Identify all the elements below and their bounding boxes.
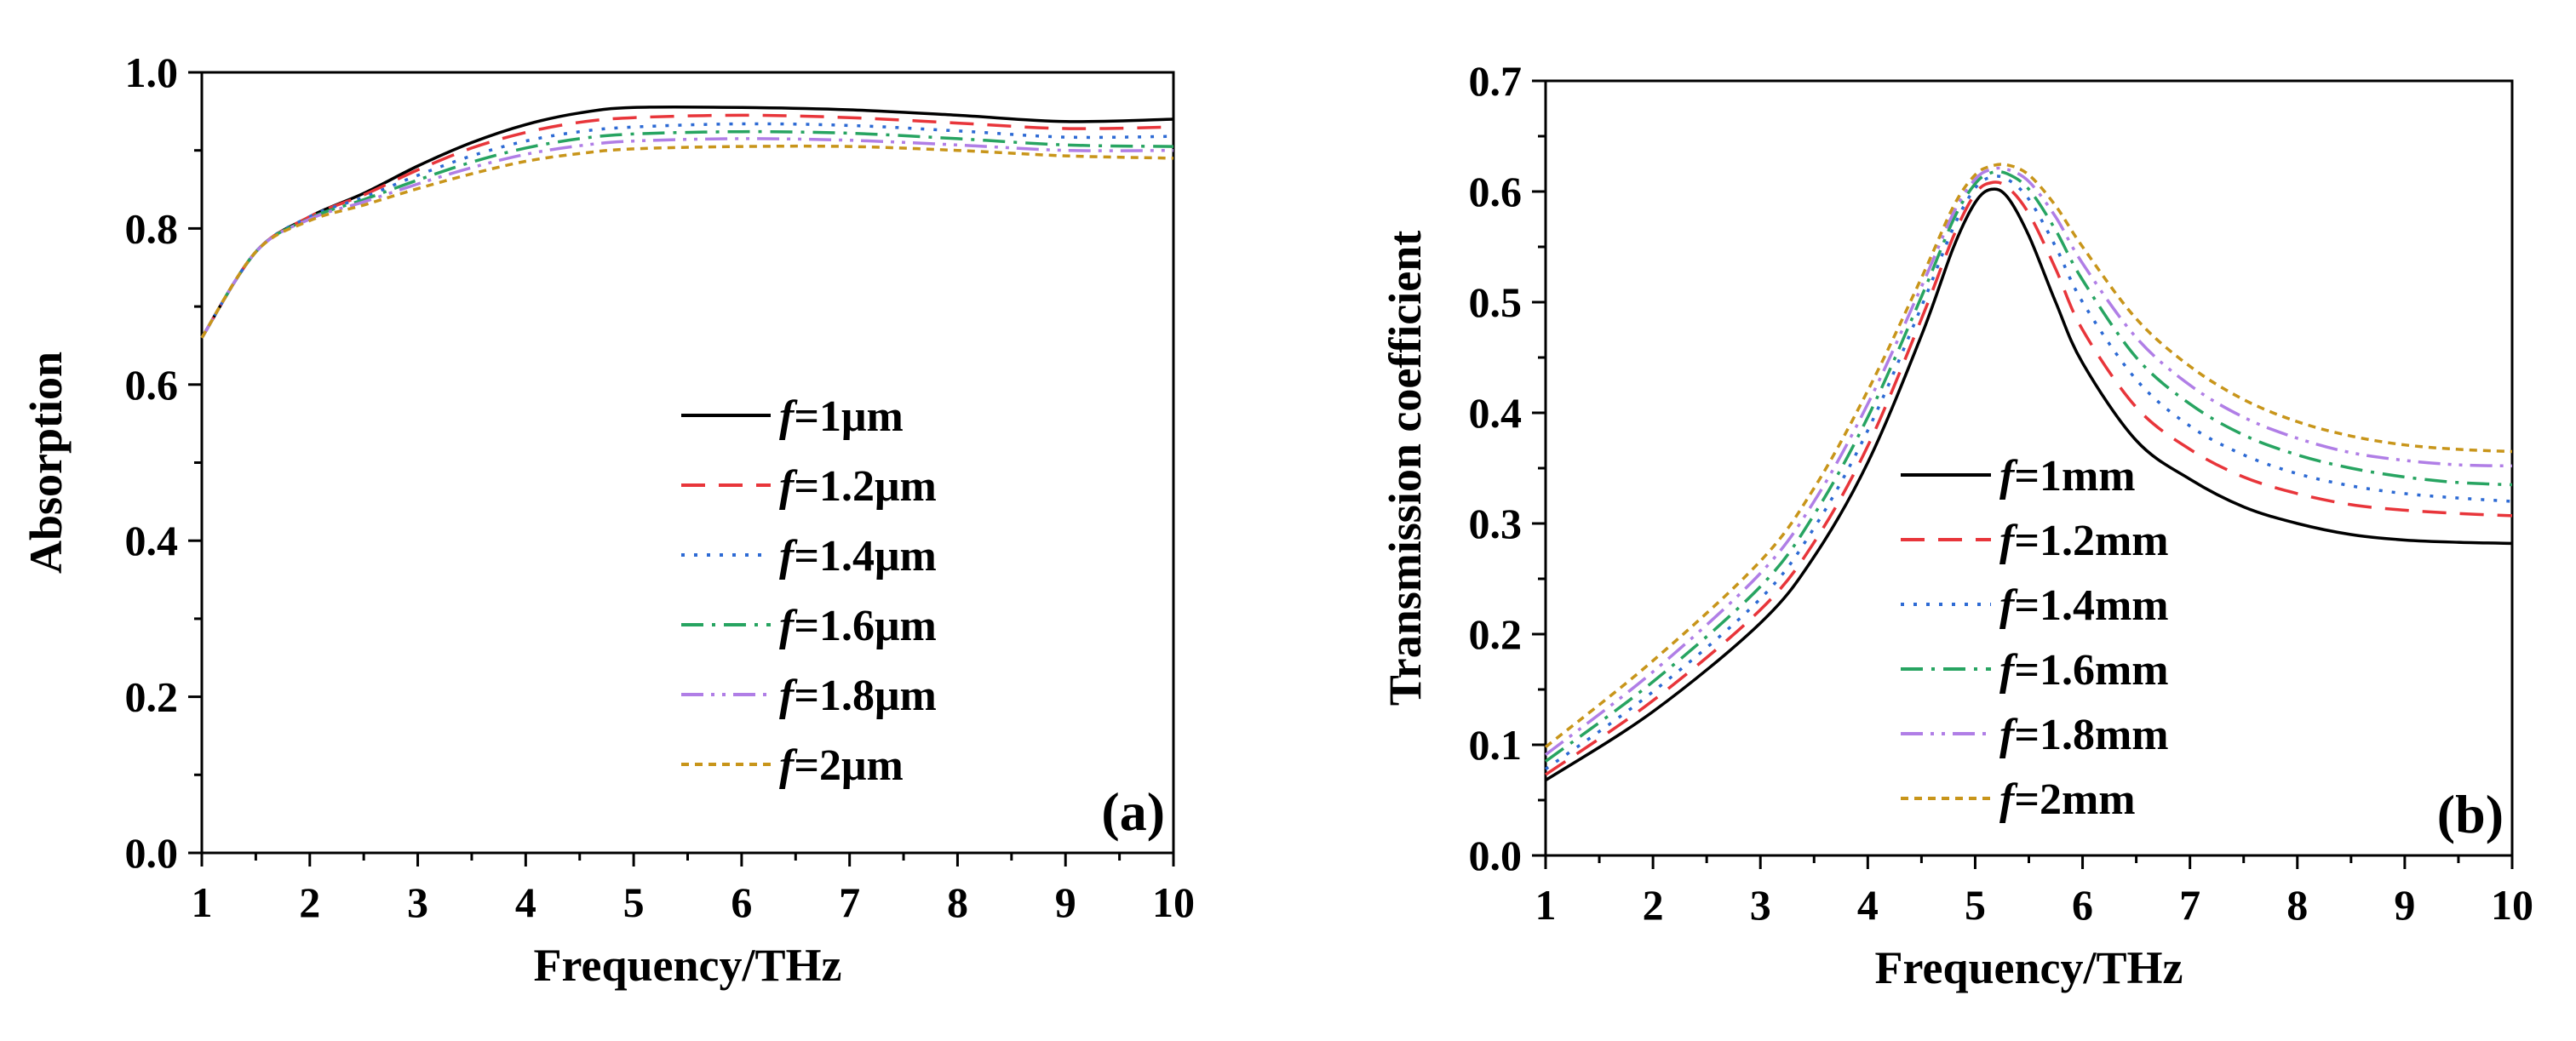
panel-b-y-axis-title: Transmission coefficient [1380,231,1431,706]
panel-a-series-line-1 [200,105,1174,339]
legend-symbol: f [779,672,798,720]
panel-b-xtick-label: 1 [1535,881,1557,929]
panel-a-series-line-3 [200,122,1174,339]
panel-b-ytick-label: 0.7 [1469,57,1523,105]
legend-value: =2mm [2014,775,2135,824]
panel-b-xtick-label: 10 [2491,881,2533,929]
panel-a-ytick-label: 0.6 [125,361,179,409]
panel-b-ytick-label: 0.1 [1469,721,1523,769]
panel-b-ytick-label: 0.0 [1469,832,1523,879]
legend-value: =1.4μm [794,532,936,581]
panel-a-series-line-5 [200,137,1174,339]
legend-symbol: f [779,741,798,790]
chart-panel-b: 1 2 3 4 5 6 7 8 9 10 0.0 0.1 0.2 0.3 0.4 0.5 0.6 0.7 Frequ… [1380,57,2533,993]
panel-b-series-line-1 [1545,187,2513,782]
panel-a-ytick-label: 0.2 [125,673,179,721]
panel-a-legend-label-2: f=1.2μm [779,462,937,511]
panel-b-ytick-label: 0.2 [1469,610,1523,658]
panel-b-xtick-label: 8 [2286,881,2308,929]
panel-a-legend-label-1: f=1μm [779,392,904,441]
legend-value: =1μm [794,392,903,441]
panel-a-legend-label-6: f=2μm [779,741,904,790]
legend-value: =1.6mm [2014,646,2168,695]
legend-value: =1.4mm [2014,581,2168,630]
panel-a-xtick-label: 3 [407,878,428,926]
panel-a-y-axis-title: Absorption [20,352,72,574]
panel-a-panel-label: (a) [1101,781,1165,842]
panel-a-legend-label-5: f=1.8μm [779,672,937,720]
panel-a-xtick-label: 6 [731,878,752,926]
panel-b-series-line-4 [1544,169,2513,763]
panel-b-panel-label: (b) [2437,784,2504,844]
panel-a-plot-frame [200,71,1175,855]
panel-a-xtick-label: 4 [515,878,536,926]
panel-b-series-line-5 [1544,166,2513,757]
panel-b-legend-label-2: f=1.2mm [1999,517,2169,565]
panel-a-legend-label-4: f=1.6μm [779,602,937,650]
panel-b-legend-label-5: f=1.8mm [1999,711,2169,759]
panel-a-ytick-label: 0.4 [125,517,179,564]
panel-b-legend-label-3: f=1.4mm [1999,581,2169,630]
panel-b-legend-label-1: f=1mm [1999,452,2136,500]
panel-b-xtick-label: 3 [1750,881,1771,929]
panel-a-series-line-6 [200,144,1174,339]
panel-b-series-line-6 [1544,163,2513,748]
panel-a-legend-label-3: f=1.4μm [779,532,937,581]
legend-symbol: f [1999,775,2018,824]
panel-a-xtick-label: 9 [1055,878,1076,926]
panel-b-ytick-label: 0.3 [1469,500,1523,547]
panel-a-x-axis-title: Frequency/THz [534,940,842,991]
panel-a-xtick-label: 2 [299,878,320,926]
panel-b-legend-label-6: f=2mm [1999,775,2136,824]
legend-value: =1mm [2014,452,2135,500]
panel-a-xtick-label: 1 [192,878,213,926]
legend-symbol: f [779,462,798,511]
legend-value: =2μm [794,741,903,790]
panel-a-xtick-label: 8 [947,878,968,926]
legend-symbol: f [1999,581,2018,630]
panel-b-series-line-3 [1544,174,2513,771]
panel-b-xtick-label: 9 [2394,881,2415,929]
legend-symbol: f [1999,517,2018,565]
panel-a-xtick-label: 5 [623,878,645,926]
panel-b-xtick-label: 2 [1643,881,1664,929]
legend-value: =1.2mm [2014,517,2168,565]
panel-b-xtick-label: 7 [2179,881,2200,929]
legend-symbol: f [1999,452,2018,500]
panel-b-xtick-label: 5 [1965,881,1986,929]
panel-b-xtick-label: 4 [1857,881,1879,929]
panel-a-series-line-2 [200,113,1174,339]
panel-a-ytick-label: 0.0 [125,829,179,877]
panel-b-xtick-label: 6 [2072,881,2093,929]
legend-symbol: f [1999,646,2018,695]
panel-b-ytick-label: 0.4 [1469,389,1523,437]
panel-a-series-line-4 [200,129,1174,339]
legend-value: =1.8mm [2014,711,2168,759]
chart-panel-a: 1 2 3 4 5 6 7 8 9 10 0.0 0.2 0.4 0.6 0.8 1.0 Frequency/T… [20,49,1195,991]
legend-symbol: f [779,532,798,581]
legend-value: =1.6μm [794,602,936,650]
panel-a-xtick-label: 10 [1152,878,1195,926]
panel-b-ytick-label: 0.6 [1469,168,1523,215]
legend-symbol: f [779,602,798,650]
panel-a-ytick-label: 0.8 [125,204,179,252]
legend-symbol: f [779,392,798,441]
legend-symbol: f [1999,711,2018,759]
legend-value: =1.2μm [794,462,936,511]
panel-a-ytick-label: 1.0 [125,49,179,96]
legend-value: =1.8μm [794,672,936,720]
panel-b-x-axis-title: Frequency/THz [1875,942,2183,993]
panel-b-legend-label-4: f=1.6mm [1999,646,2169,695]
panel-b-ytick-label: 0.5 [1469,278,1523,326]
panel-a-xtick-label: 7 [839,878,860,926]
